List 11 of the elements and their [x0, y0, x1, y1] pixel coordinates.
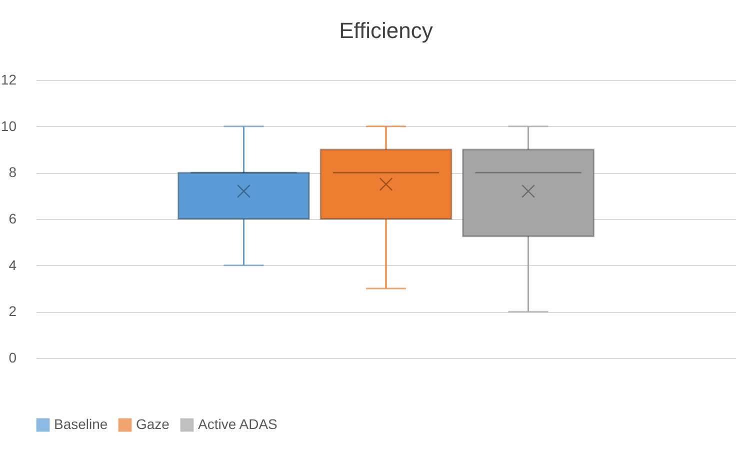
y-tick-label: 12 — [0, 72, 17, 88]
legend-label: Baseline — [54, 416, 108, 432]
y-tick-label: 8 — [8, 164, 17, 180]
y-tick-label: 4 — [8, 256, 17, 273]
y-tick-label: 6 — [8, 210, 17, 226]
y-tick-label: 10 — [0, 118, 17, 134]
y-tick-label: 0 — [8, 350, 17, 366]
legend-label: Gaze — [136, 416, 170, 432]
legend-label: Active ADAS — [198, 416, 278, 432]
chart-title: Efficiency — [339, 18, 433, 43]
y-tick-label: 2 — [8, 303, 17, 320]
